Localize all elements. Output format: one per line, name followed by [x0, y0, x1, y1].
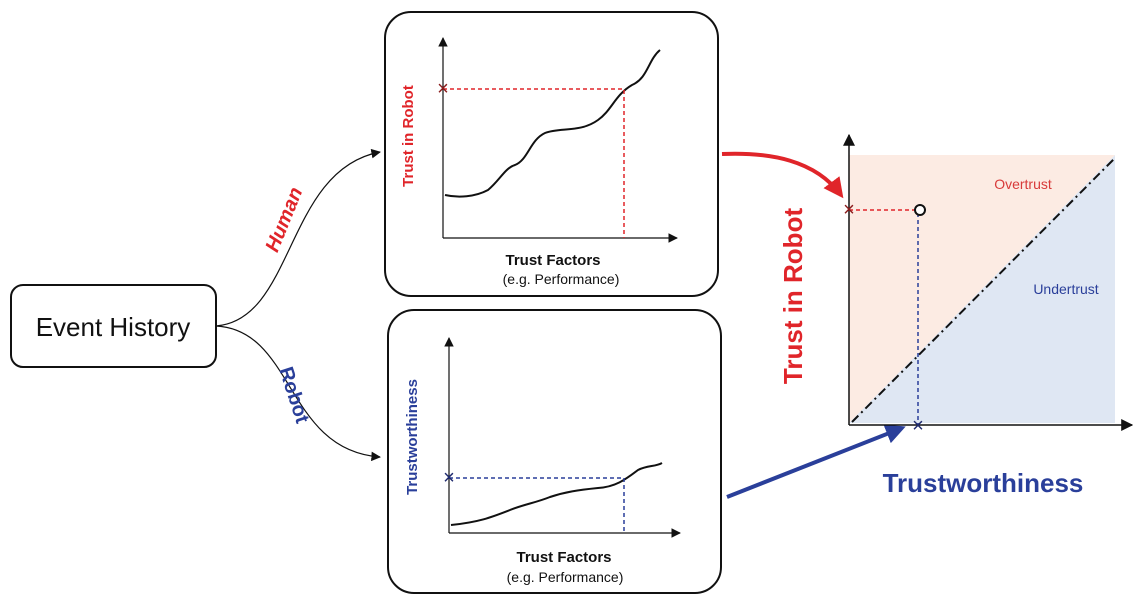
overtrust-label: Overtrust [994, 176, 1052, 192]
robot-panel-xsub: (e.g. Performance) [507, 569, 624, 585]
calibration-ylabel: Trust in Robot [778, 208, 808, 385]
human-branch-label: Human [262, 184, 308, 255]
undertrust-region [849, 155, 1115, 423]
human-panel-xlabel: Trust Factors [505, 252, 600, 269]
undertrust-label: Undertrust [1033, 281, 1098, 297]
calibration-trust-x-marker: × [843, 199, 855, 221]
human-dashed-guide [443, 88, 625, 238]
human-trust-curve [444, 49, 661, 198]
calibration-diagonal [851, 157, 1116, 423]
human-to-calibration-arrow [721, 151, 844, 199]
human-x-marker: × [437, 78, 449, 100]
robot-branch-connector [215, 325, 381, 462]
calibration-xlabel: Trustworthiness [883, 468, 1084, 498]
calibration-point [914, 204, 926, 216]
robot-x-marker: × [443, 467, 455, 489]
robot-panel-xlabel: Trust Factors [516, 549, 611, 566]
robot-panel-ylabel: Trustworthiness [404, 379, 421, 495]
robot-dashed-guide [449, 477, 625, 533]
human-panel-xsub: (e.g. Performance) [503, 271, 620, 287]
robot-to-calibration-arrow [726, 424, 906, 499]
human-branch-connector [215, 148, 381, 327]
human-panel-ylabel: Trust in Robot [400, 85, 417, 187]
calibration-trustworthiness-x-marker: × [912, 415, 924, 437]
robot-branch-label: Robot [274, 364, 313, 426]
robot-trustworthiness-curve [450, 462, 663, 526]
event-history-label: Event History [36, 312, 191, 342]
